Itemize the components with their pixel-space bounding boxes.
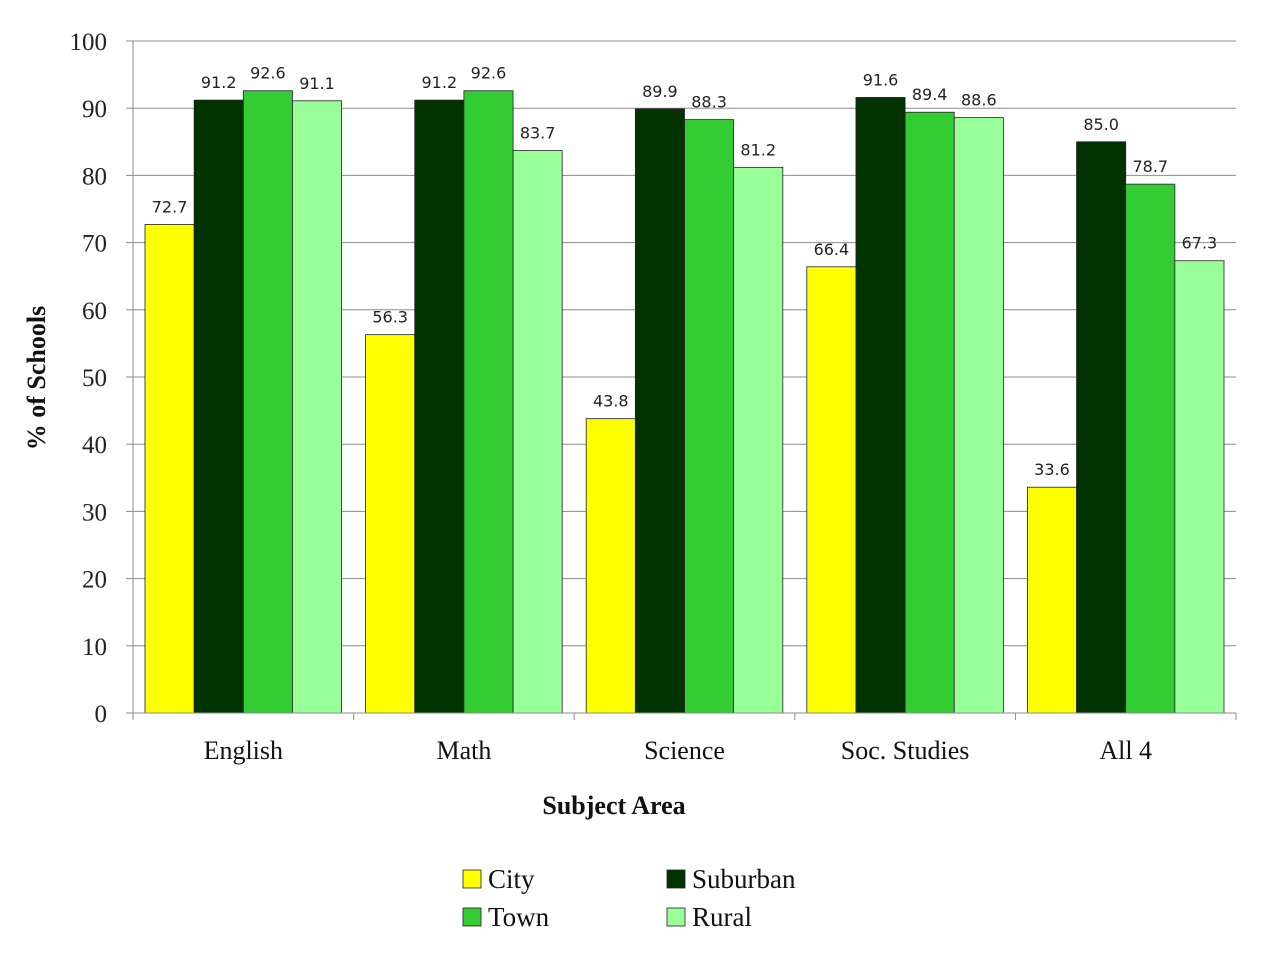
data-label: 92.6: [250, 64, 286, 83]
data-label: 72.7: [152, 197, 188, 216]
axes: [126, 40, 1237, 720]
bar-city-2: [585, 418, 636, 714]
data-label: 89.9: [642, 82, 678, 101]
y-tick-label: 80: [82, 163, 107, 190]
bar-rural-3: [953, 117, 1004, 714]
legend-swatch-city: [462, 869, 482, 889]
y-tick-label: 90: [82, 96, 107, 123]
bar-rural-4: [1174, 260, 1225, 714]
data-label: 91.1: [299, 74, 335, 93]
bar-rural-0: [292, 100, 343, 714]
data-label: 88.6: [961, 91, 997, 110]
x-tick-label: English: [204, 736, 283, 765]
bar-city-1: [365, 334, 416, 714]
legend: City Suburban Town Rural: [462, 864, 796, 932]
data-label: 81.2: [740, 140, 776, 159]
data-label: 85.0: [1083, 115, 1119, 134]
bar-suburban-2: [634, 108, 685, 714]
y-tick-label: 30: [82, 499, 107, 526]
data-label: 83.7: [520, 124, 556, 143]
x-tick-label: Science: [644, 736, 725, 765]
y-tick-labels: 0 10 20 30 40 50 60 70 80 90 100: [70, 29, 108, 728]
x-tick-label: All 4: [1099, 736, 1152, 765]
data-label: 66.4: [814, 240, 850, 259]
bar-town-1: [463, 90, 514, 714]
legend-swatch-town: [462, 907, 482, 927]
data-label: 91.2: [201, 73, 237, 92]
y-axis-title: % of Schools: [22, 306, 51, 450]
bar-city-4: [1027, 486, 1077, 714]
data-label: 91.2: [422, 73, 458, 92]
y-tick-label: 60: [82, 298, 107, 325]
bar-rural-1: [512, 150, 563, 714]
data-label: 92.6: [471, 64, 507, 83]
data-label: 89.4: [912, 85, 948, 104]
data-label: 43.8: [593, 392, 629, 411]
y-tick-label: 70: [82, 231, 107, 258]
x-tick-labels: English Math Science Soc. Studies All 4: [204, 736, 1152, 765]
bar-town-4: [1125, 183, 1176, 714]
legend-label-rural: Rural: [692, 902, 752, 932]
data-label: 91.6: [863, 70, 899, 89]
legend-swatch-rural: [666, 907, 686, 927]
y-tick-label: 10: [82, 634, 107, 661]
x-tick-label: Soc. Studies: [841, 736, 970, 765]
bar-suburban-1: [414, 99, 465, 714]
legend-label-suburban: Suburban: [692, 864, 796, 894]
legend-label-town: Town: [488, 902, 550, 932]
bar-town-0: [242, 90, 293, 714]
x-axis-title: Subject Area: [542, 791, 685, 820]
y-tick-label: 20: [82, 567, 107, 594]
data-label: 67.3: [1182, 234, 1218, 253]
data-label: 56.3: [372, 308, 408, 327]
bar-rural-2: [733, 166, 784, 714]
legend-swatch-suburban: [666, 869, 686, 889]
y-tick-label: 100: [70, 29, 108, 56]
y-tick-label: 0: [95, 701, 108, 728]
bar-city-0: [144, 224, 195, 714]
bar-suburban-4: [1076, 141, 1127, 714]
y-tick-label: 40: [82, 432, 107, 459]
data-label: 78.7: [1132, 157, 1168, 176]
bar-suburban-3: [855, 97, 906, 714]
bar-suburban-0: [193, 99, 244, 714]
y-tick-label: 50: [82, 365, 107, 392]
x-tick-label: Math: [436, 736, 491, 765]
bars: [144, 90, 1225, 714]
legend-label-city: City: [488, 864, 535, 894]
bar-town-2: [684, 119, 735, 714]
data-label: 88.3: [691, 93, 727, 112]
data-labels: 72.7 56.3 43.8 66.4 33.6 91.2 91.2 89.9 91.6 85.0…: [152, 64, 1217, 479]
data-label: 33.6: [1034, 460, 1070, 479]
bar-city-3: [806, 266, 857, 714]
bar-town-3: [904, 111, 955, 714]
